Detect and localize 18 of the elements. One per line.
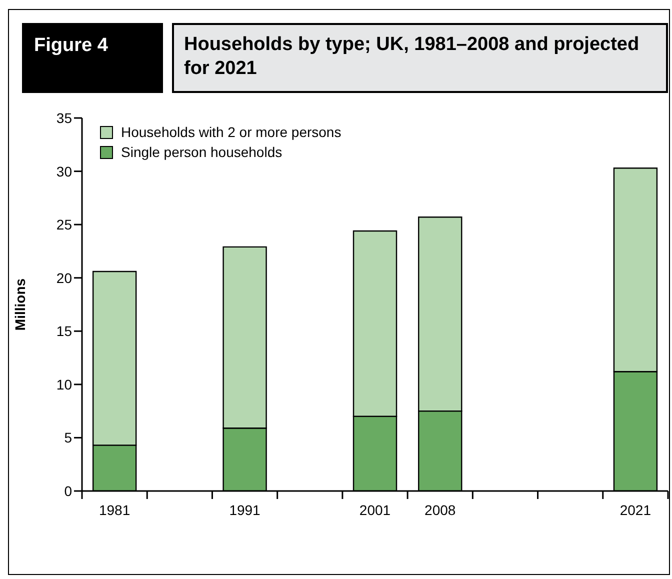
y-axis-title: Millions xyxy=(12,278,28,331)
y-tick-label: 20 xyxy=(56,270,72,286)
y-tick-label: 35 xyxy=(56,110,72,126)
y-tick-label: 0 xyxy=(64,482,72,499)
caption: Figure 4 xyxy=(22,23,163,93)
x-tick-label: 2001 xyxy=(359,502,391,518)
y-tick-label: 5 xyxy=(64,430,72,446)
chart-title: Households by type; UK, 1981–2008 and projected for 2021 xyxy=(172,23,668,93)
y-tick-label: 30 xyxy=(56,163,72,180)
legend-label: Single person households xyxy=(121,143,282,162)
y-tick-label: 10 xyxy=(56,376,72,392)
y-tick-label: 15 xyxy=(56,323,72,340)
y-tick-label: 25 xyxy=(56,216,72,233)
x-tick-label: 1981 xyxy=(98,502,130,518)
x-tick-label: 2008 xyxy=(424,502,456,518)
x-tick-label: 1991 xyxy=(229,502,261,518)
x-tick-label: 2021 xyxy=(620,502,652,518)
legend-label: Households with 2 or more persons xyxy=(121,123,342,142)
